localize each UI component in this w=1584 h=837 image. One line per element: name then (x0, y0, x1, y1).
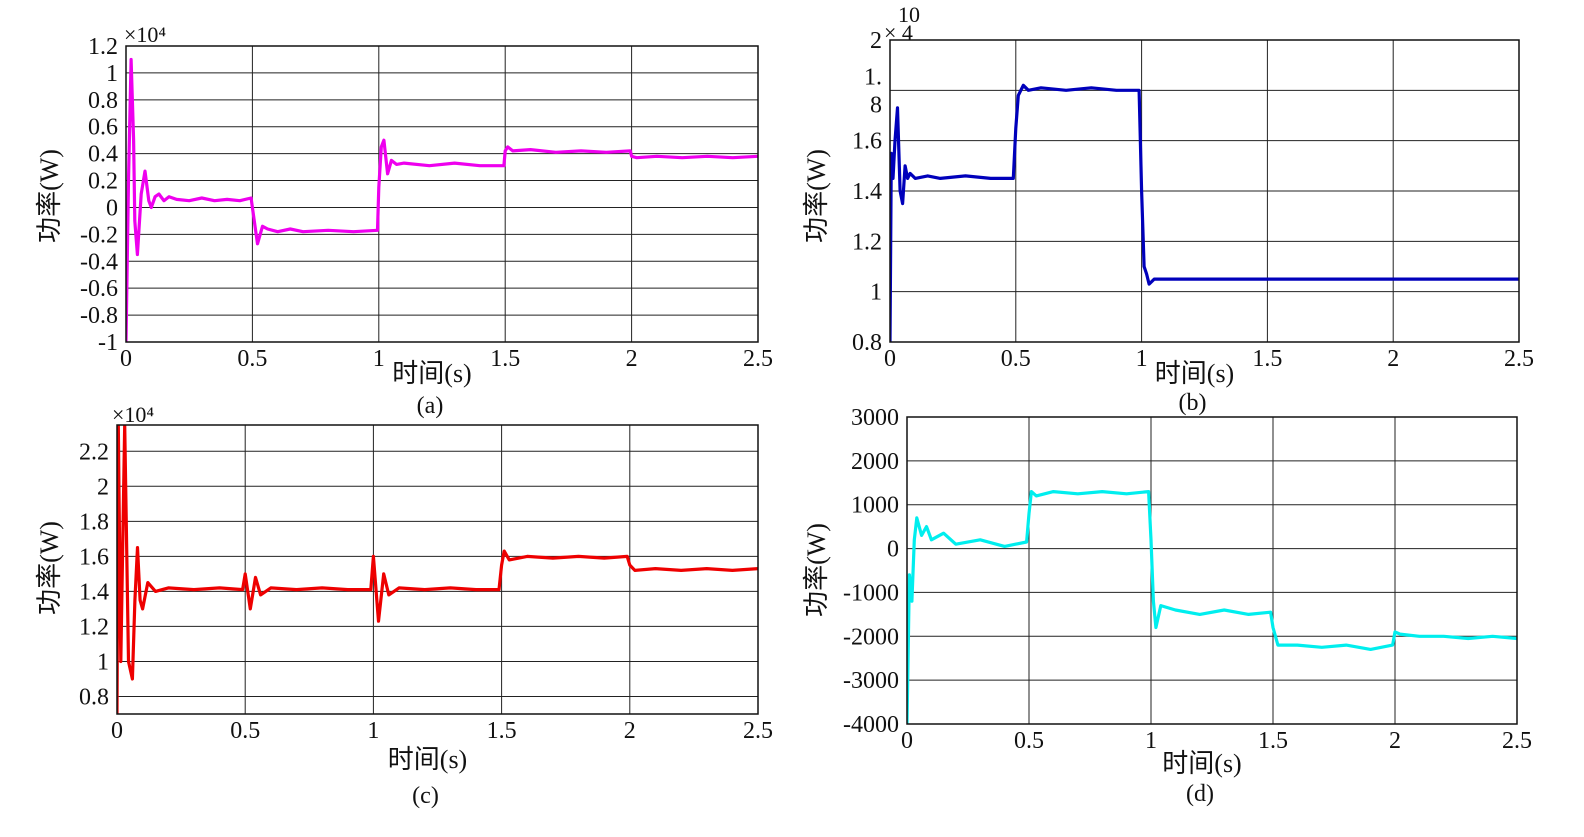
y-tick-label: 0.8 (852, 330, 882, 356)
y-tick-label: 1 (97, 649, 109, 675)
y-tick-label: 3000 (851, 405, 899, 431)
x-tick-label: 1 (367, 718, 379, 744)
panel-label: (c) (412, 783, 439, 809)
x-tick-label: 0 (120, 346, 132, 372)
x-tick-label: 0.5 (237, 346, 267, 372)
axes-frame (906, 416, 1518, 725)
gridlines (906, 416, 1518, 725)
x-tick-label: 1 (1136, 346, 1148, 372)
x-tick-label: 2.5 (743, 346, 773, 372)
y-tick-label: 0 (887, 537, 899, 563)
y-tick-label: -4000 (843, 712, 899, 738)
y-tick-label: -0.4 (80, 249, 118, 275)
y-tick-label: 0.2 (88, 169, 118, 195)
x-tick-label: 1 (1145, 728, 1157, 754)
panel-d: 0 0.5 1 1.5 2 2.5 3000 2000 1000 0 -1000 -2000 -3000… (802, 405, 1532, 807)
panel-label: (a) (417, 393, 444, 419)
y-tick-label: 2 (97, 474, 109, 500)
y-axis-label: 功率(W) (802, 523, 831, 617)
y-axis-label: 功率(W) (35, 149, 64, 243)
y-tick-label: -0.8 (80, 303, 118, 329)
x-tick-label: 2 (626, 346, 638, 372)
x-tick-label: 0 (884, 346, 896, 372)
y-tick-label: 1.2 (79, 614, 109, 640)
y-tick-label: -3000 (843, 668, 899, 694)
x-tick-label: 2 (1387, 346, 1399, 372)
x-tick-label: 2.5 (1502, 728, 1532, 754)
y-tick-label: 2000 (851, 449, 899, 475)
panel-b: 0 0.5 1 1.5 2 2.5 2 1.8 1.6 1.4 1.2 1 0.8 10× 4 时间(s) 功… (802, 2, 1534, 416)
y-tick-label: 0.4 (88, 142, 118, 168)
y-tick-label: 0.6 (88, 115, 118, 141)
y-tick-label: 1 (106, 61, 118, 87)
x-axis-label: 时间(s) (388, 745, 467, 774)
x-tick-label: 2.5 (743, 718, 773, 744)
x-tick-label: 0.5 (1001, 346, 1031, 372)
y-axis-label: 功率(W) (802, 149, 831, 243)
x-tick-label: 0.5 (1014, 728, 1044, 754)
y-tick-label: 1.2 (852, 229, 882, 255)
axis-multiplier-exponent: 10 (898, 2, 920, 27)
y-tick-label: 1000 (851, 493, 899, 519)
x-tick-label: 0 (901, 728, 913, 754)
y-tick-label: 2 (870, 28, 882, 54)
y-tick-label: 1.8 (79, 509, 109, 535)
series-line (126, 57, 758, 342)
axes-frame (116, 424, 759, 715)
x-tick-label: 0.5 (230, 718, 260, 744)
x-tick-label: 1.5 (1252, 346, 1282, 372)
series-line (890, 83, 1519, 342)
y-tick-label: 0 (106, 195, 118, 221)
y-tick-label: -1 (98, 330, 118, 356)
y-tick-label: -0.6 (80, 276, 118, 302)
y-tick-label: 1.2 (88, 34, 118, 60)
series-line (117, 425, 758, 714)
x-tick-label: 2 (1389, 728, 1401, 754)
x-tick-label: 1.5 (1258, 728, 1288, 754)
x-tick-label: 0 (111, 718, 123, 744)
gridlines (889, 39, 1520, 343)
y-tick-label: 8 (870, 92, 882, 118)
axis-multiplier: ×10⁴ (112, 402, 154, 427)
panel-a: 0 0.5 1 1.5 2 2.51.210.80.60.40.20-0.2-0.4-0.… (35, 22, 773, 419)
x-tick-label: 2.5 (1504, 346, 1534, 372)
y-tick-label: -2000 (843, 624, 899, 650)
y-axis-label: 功率(W) (35, 521, 64, 615)
axis-multiplier: × 4 (884, 20, 913, 45)
series-line (907, 490, 1517, 724)
y-tick-label: -0.2 (80, 222, 118, 248)
y-tick-label: 0.8 (79, 684, 109, 710)
y-tick-label: 0.8 (88, 88, 118, 114)
x-tick-label: 1.5 (487, 718, 517, 744)
y-tick-label: 1.6 (852, 129, 882, 155)
y-tick-label: 1 (870, 280, 882, 306)
x-axis-label: 时间(s) (1155, 359, 1234, 388)
x-axis-label: 时间(s) (392, 359, 471, 388)
panel-c: 0 0.5 1 1.5 2 2.5 2.2 2 1.8 1.6 1.4 1.2 1 0.8 ×10⁴ 时间(s… (35, 402, 773, 809)
axes-frame (889, 39, 1520, 343)
x-axis-label: 时间(s) (1162, 749, 1241, 778)
y-tick-label: 1.6 (79, 544, 109, 570)
panel-label: (b) (1179, 390, 1207, 416)
x-tick-label: 1 (373, 346, 385, 372)
x-tick-label: 1.5 (490, 346, 520, 372)
gridlines (125, 45, 759, 343)
axis-multiplier: ×10⁴ (124, 22, 166, 47)
panel-label: (d) (1186, 781, 1214, 807)
y-tick-label: 1. (864, 64, 882, 90)
y-tick-label: 2.2 (79, 439, 109, 465)
axes-frame (125, 45, 759, 343)
x-tick-label: 2 (624, 718, 636, 744)
y-tick-label: -1000 (843, 580, 899, 606)
gridlines (116, 425, 759, 714)
y-tick-label: 1.4 (852, 179, 882, 205)
y-tick-label: 1.4 (79, 579, 109, 605)
